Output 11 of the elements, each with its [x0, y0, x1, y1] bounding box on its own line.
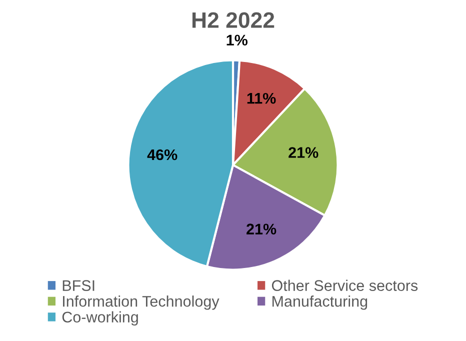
legend-label: Co-working	[62, 311, 138, 326]
chart-title: H2 2022	[192, 12, 274, 28]
data-label: 21%	[246, 224, 276, 234]
data-label: 21%	[288, 147, 318, 158]
legend-label: Manufacturing	[272, 296, 368, 310]
legend-label: Information Technology	[63, 296, 220, 310]
legend-label: BFSI	[62, 280, 94, 291]
data-label: 11%	[247, 92, 276, 104]
legend-label: Other Service sectors	[272, 280, 418, 291]
data-label: 1%	[226, 34, 248, 46]
data-label: 46%	[147, 149, 178, 160]
